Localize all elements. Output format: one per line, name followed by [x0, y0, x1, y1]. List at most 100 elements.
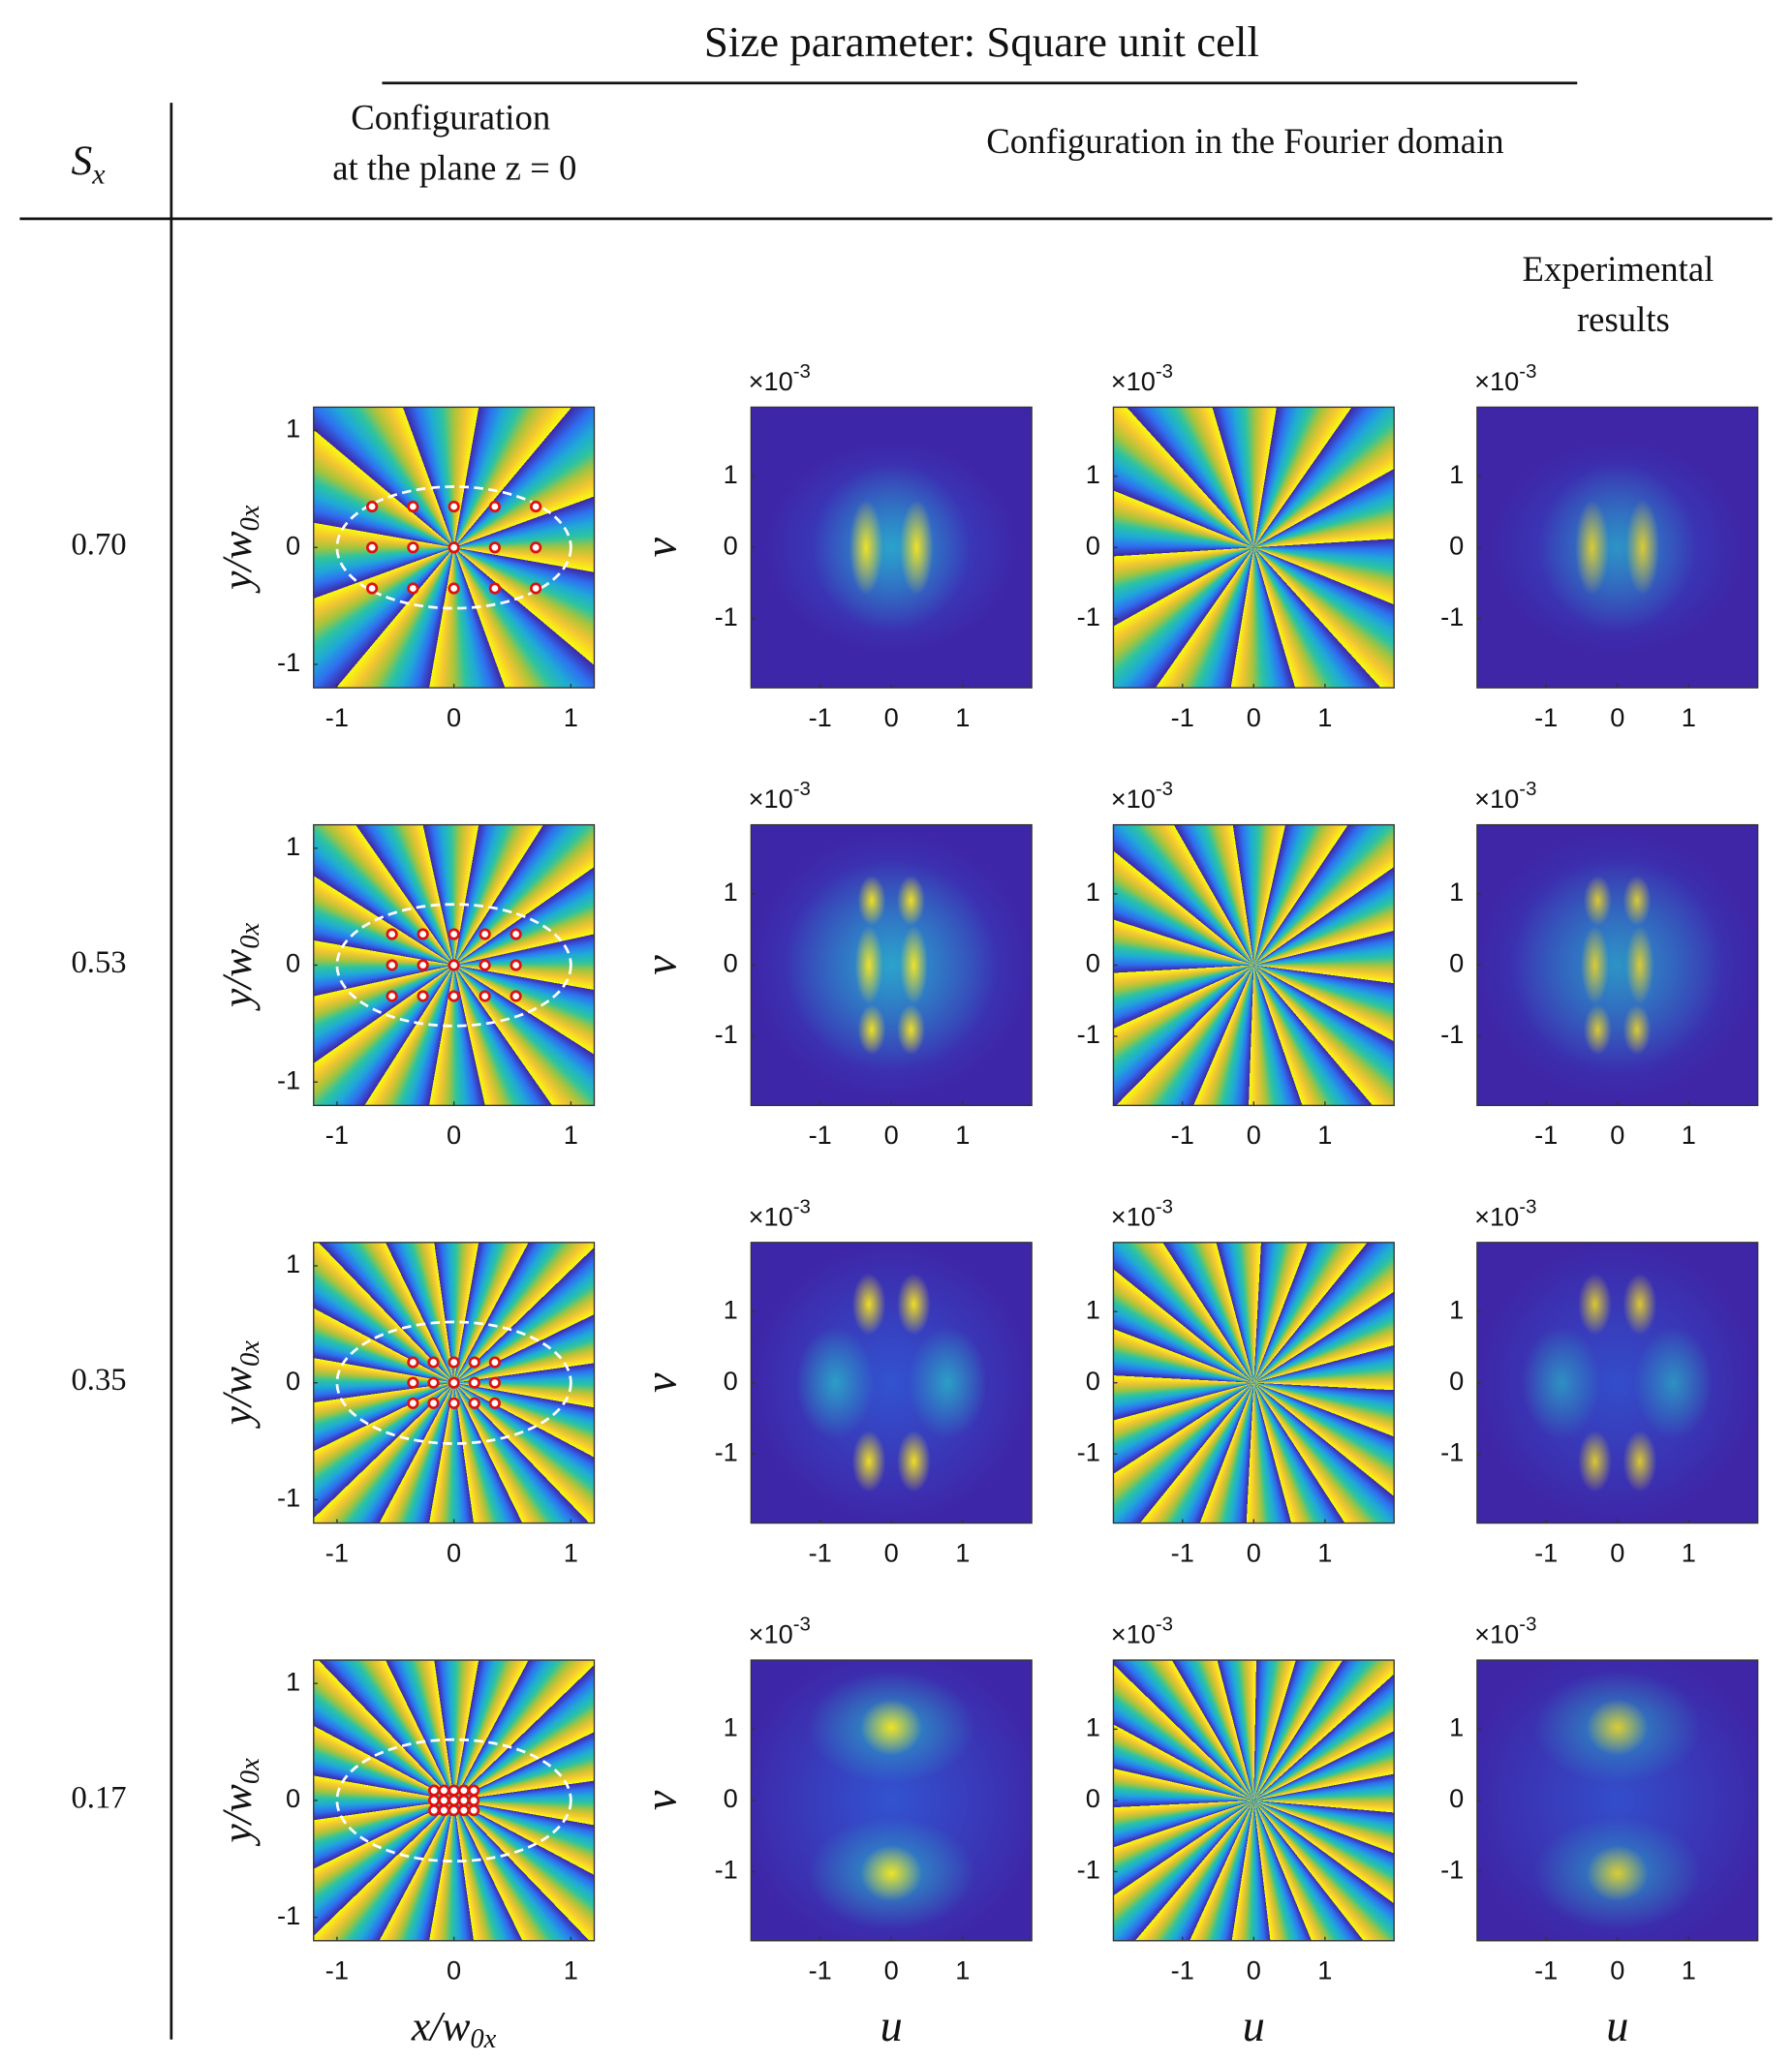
- y-axis-label: y/w0x: [214, 1758, 264, 1847]
- column-header: Configuration: [351, 98, 550, 138]
- y-axis-label: v: [637, 955, 687, 975]
- axes-frame: [313, 1242, 596, 1524]
- vortex: [427, 1376, 440, 1389]
- axis-multiplier: ×10-3: [1474, 1197, 1536, 1232]
- aperture-ellipse: [335, 1320, 572, 1445]
- x-tick-label: 0: [447, 1120, 461, 1150]
- axis-multiplier: ×10-3: [1111, 1197, 1173, 1232]
- x-tick-label: 0: [884, 1537, 899, 1567]
- x-axis-label: u: [881, 2002, 903, 2051]
- x-tick-label: 0: [447, 702, 461, 732]
- x-tick-label: 0: [1247, 1955, 1261, 1985]
- field-map: [1476, 1242, 1758, 1523]
- x-tick-label: 1: [955, 702, 970, 732]
- vortex: [468, 1784, 480, 1797]
- column-header: Configuration in the Fourier domain: [986, 121, 1503, 161]
- y-tick-label: 0: [1086, 1783, 1100, 1813]
- axes-frame: [1476, 1659, 1759, 1942]
- multiplier-base: ×10: [1111, 366, 1156, 396]
- x-tick-label: 0: [1610, 1120, 1624, 1150]
- vortex: [488, 582, 501, 595]
- y-tick-label: 0: [1449, 1783, 1464, 1813]
- vortex: [407, 1356, 419, 1369]
- axes-frame: [750, 1659, 1033, 1942]
- multiplier-base: ×10: [1111, 784, 1156, 814]
- vortex: [457, 1804, 471, 1817]
- y-tick-label: 1: [724, 1712, 738, 1742]
- y-tick-label: -1: [715, 1436, 738, 1466]
- field-map-image: [751, 407, 1033, 689]
- axis-multiplier: ×10-3: [1111, 1615, 1173, 1649]
- y-tick-label: 1: [1449, 1712, 1464, 1742]
- x-tick-label: -1: [1171, 1120, 1194, 1150]
- y-axis-label-sub: 0x: [234, 922, 264, 948]
- vortex: [448, 582, 460, 595]
- axes-frame: [1476, 823, 1759, 1107]
- y-tick-label: 0: [1449, 1366, 1464, 1396]
- y-tick-label: 1: [724, 1294, 738, 1324]
- noise-overlay: [1476, 1242, 1758, 1523]
- y-tick-label: -1: [1440, 601, 1464, 631]
- vortex: [488, 500, 501, 513]
- x-tick-label: -1: [325, 1955, 349, 1985]
- field-map-image: [751, 824, 1033, 1106]
- axes-frame: [1112, 406, 1395, 689]
- sx-header: Sx: [71, 138, 106, 190]
- y-tick-label: 0: [1449, 948, 1464, 978]
- x-tick-label: 1: [564, 1537, 578, 1567]
- aperture-ellipse: [335, 903, 572, 1028]
- axes-frame: [1476, 406, 1759, 689]
- axis-multiplier: ×10-3: [1474, 1615, 1536, 1649]
- axis-multiplier: ×10-3: [749, 1197, 811, 1232]
- vortex: [386, 959, 398, 971]
- vortex: [448, 1804, 460, 1817]
- x-tick-label: -1: [325, 1537, 349, 1567]
- axes-frame: [750, 823, 1033, 1107]
- y-tick-label: 0: [1086, 530, 1100, 560]
- multiplier-base: ×10: [1474, 1202, 1519, 1232]
- multiplier-exponent: -3: [1156, 1615, 1173, 1636]
- axis-multiplier: ×10-3: [749, 780, 811, 815]
- y-tick-label: -1: [1077, 1855, 1100, 1885]
- multiplier-exponent: -3: [1519, 780, 1536, 801]
- vortex: [448, 959, 460, 971]
- x-tick-label: -1: [1171, 1955, 1194, 1985]
- y-tick-label: 0: [1449, 530, 1464, 560]
- x-tick-label: 1: [1682, 1955, 1696, 1985]
- vortex: [479, 928, 491, 940]
- vortex: [488, 541, 501, 554]
- multiplier-exponent: -3: [793, 1197, 811, 1218]
- vortex: [448, 928, 460, 940]
- x-tick-label: 0: [1610, 1537, 1624, 1567]
- vortex: [479, 990, 491, 1002]
- y-axis-label-main: y/w: [214, 1367, 261, 1429]
- y-tick-label: 0: [286, 948, 300, 978]
- multiplier-exponent: -3: [1519, 361, 1536, 383]
- y-axis-label: v: [637, 1372, 687, 1393]
- multiplier-base: ×10: [1111, 1619, 1156, 1649]
- y-tick-label: 1: [1086, 1712, 1100, 1742]
- y-tick-label: -1: [1077, 1019, 1100, 1049]
- vortex: [365, 582, 379, 595]
- vortex: [448, 1794, 460, 1807]
- x-tick-label: -1: [1534, 1120, 1558, 1150]
- column-header: results: [1577, 299, 1670, 339]
- multiplier-exponent: -3: [793, 780, 811, 801]
- x-tick-label: -1: [325, 1120, 349, 1150]
- aperture-ellipse: [335, 1738, 572, 1863]
- y-tick-label: -1: [277, 647, 300, 677]
- vortex: [417, 959, 429, 971]
- y-tick-label: 1: [1449, 1294, 1464, 1324]
- noise-overlay: [1476, 824, 1758, 1106]
- x-tick-label: 1: [955, 1955, 970, 1985]
- multiplier-exponent: -3: [1519, 1615, 1536, 1636]
- field-map: [751, 407, 1033, 689]
- y-tick-label: -1: [715, 601, 738, 631]
- multiplier-exponent: -3: [1156, 780, 1173, 801]
- y-tick-label: 0: [724, 1366, 738, 1396]
- axes-frame: [313, 1659, 596, 1942]
- y-tick-label: -1: [277, 1900, 300, 1930]
- x-tick-label: 1: [955, 1120, 970, 1150]
- field-map-image: [1113, 824, 1395, 1106]
- row-label: 0.53: [71, 945, 126, 980]
